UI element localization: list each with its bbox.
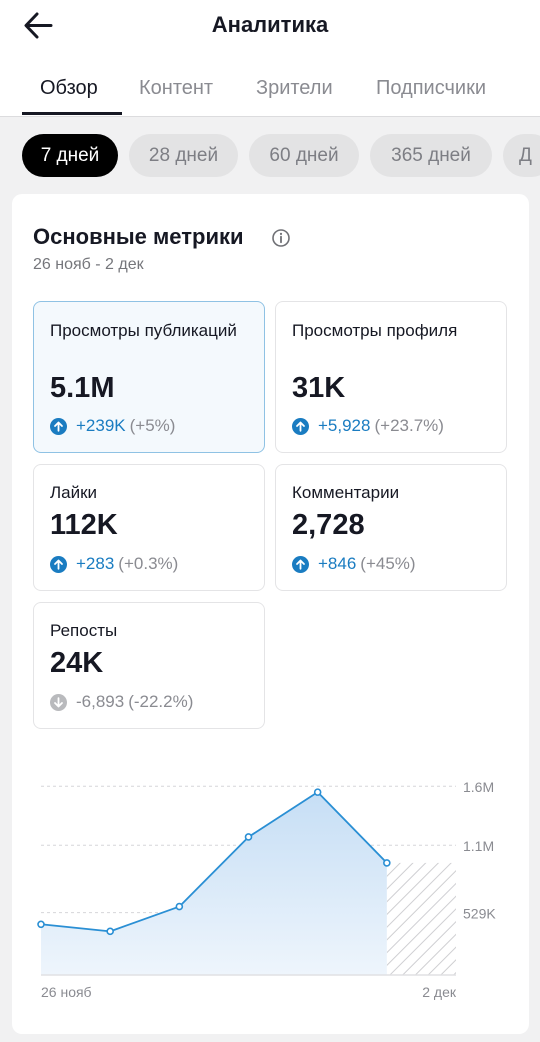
tab-overview[interactable]: Обзор [40,77,98,99]
metric-profile-views[interactable]: Просмотры профиля 31K +5,928 (+23.7%) [275,301,507,453]
metric-change: +239K (+5%) [50,416,175,436]
arrow-left-icon [24,12,53,39]
metric-percent: (+45%) [360,554,416,573]
arrow-up-circle-icon [50,417,67,435]
top-app-bar: Аналитика Обзор Контент Зрители Подписчи… [0,0,540,117]
metric-percent: (+5%) [129,416,176,435]
info-circle-icon[interactable] [271,228,291,248]
metric-percent: (+23.7%) [374,416,444,435]
metric-value: 31K [292,372,346,404]
metric-value: 24K [50,647,104,679]
metric-delta: +846 [318,554,357,573]
metric-delta: -6,893 [76,692,125,711]
metric-comments[interactable]: Комментарии 2,728 +846 (+45%) [275,464,507,591]
divider [0,116,540,117]
page-title: Аналитика [211,12,329,37]
tab-content[interactable]: Контент [139,77,214,99]
arrow-up-circle-icon [292,417,309,435]
chart-point [313,788,322,796]
metric-label: Репосты [50,621,118,640]
chart-point [106,927,114,936]
metric-change: +846 (+45%) [292,554,416,574]
metric-value: 5.1M [50,372,115,404]
y-tick-label: 529K [463,906,496,922]
y-tick-label: 1.6M [463,779,494,795]
back-button[interactable] [20,8,58,44]
metric-delta: +239K [76,416,126,435]
metric-percent: (-22.2%) [128,692,194,711]
metric-label: Комментарии [292,483,400,502]
post-views-chart[interactable]: 529K 1.1M 1.6M 26 нояб 2 дек [12,194,529,1034]
metric-value: 112K [50,509,118,541]
section-title: Основные метрики [33,224,244,249]
chart-points [37,788,391,936]
chart-y-axis: 529K 1.1M 1.6M [463,779,496,921]
metric-delta: +283 [76,554,115,573]
incomplete-period-area [386,862,456,975]
chip-7-days[interactable]: 7 дней [22,134,118,177]
chart-area [41,792,387,975]
chart-series-line [40,791,388,933]
metric-change: -6,893 (-22.2%) [50,692,193,712]
chip-custom-range[interactable]: Д [503,134,540,177]
metric-label: Лайки [50,483,98,502]
metric-reposts[interactable]: Репосты 24K -6,893 (-22.2%) [33,602,265,729]
chart-point [37,920,45,929]
chart-point [175,902,184,911]
metric-percent: (+0.3%) [118,554,179,573]
x-tick-label: 2 дек [422,984,457,1000]
chip-365-days[interactable]: 365 дней [370,134,492,177]
key-metrics-card: Основные метрики 26 нояб - 2 дек Просмот… [12,194,529,1034]
arrow-down-circle-icon [50,693,67,711]
x-tick-label: 26 нояб [41,984,92,1000]
chip-28-days[interactable]: 28 дней [129,134,238,177]
metric-label: Просмотры публикаций [50,321,237,340]
chip-60-days[interactable]: 60 дней [249,134,359,177]
metric-change: +5,928 (+23.7%) [292,416,444,436]
metric-delta: +5,928 [318,416,371,435]
date-range-selector: 7 дней 28 дней 60 дней 365 дней Д [0,134,540,178]
metric-value: 2,728 [292,509,365,541]
chart-point [244,833,253,841]
chart-x-axis: 26 нояб 2 дек [41,984,457,1000]
tab-followers[interactable]: Подписчики [376,77,487,99]
chart-point [383,859,391,867]
metric-likes[interactable]: Лайки 112K +283 (+0.3%) [33,464,265,591]
metric-post-views[interactable]: Просмотры публикаций 5.1M +239K (+5%) [33,301,265,453]
metric-change: +283 (+0.3%) [50,554,178,574]
y-tick-label: 1.1M [463,838,494,854]
active-tab-indicator [22,112,122,115]
metric-label: Просмотры профиля [292,321,458,340]
tab-viewers[interactable]: Зрители [256,77,333,99]
date-range-label: 26 нояб - 2 дек [33,256,144,273]
arrow-up-circle-icon [292,555,309,573]
arrow-up-circle-icon [50,555,67,573]
tab-bar: Обзор Контент Зрители Подписчики [0,66,540,116]
